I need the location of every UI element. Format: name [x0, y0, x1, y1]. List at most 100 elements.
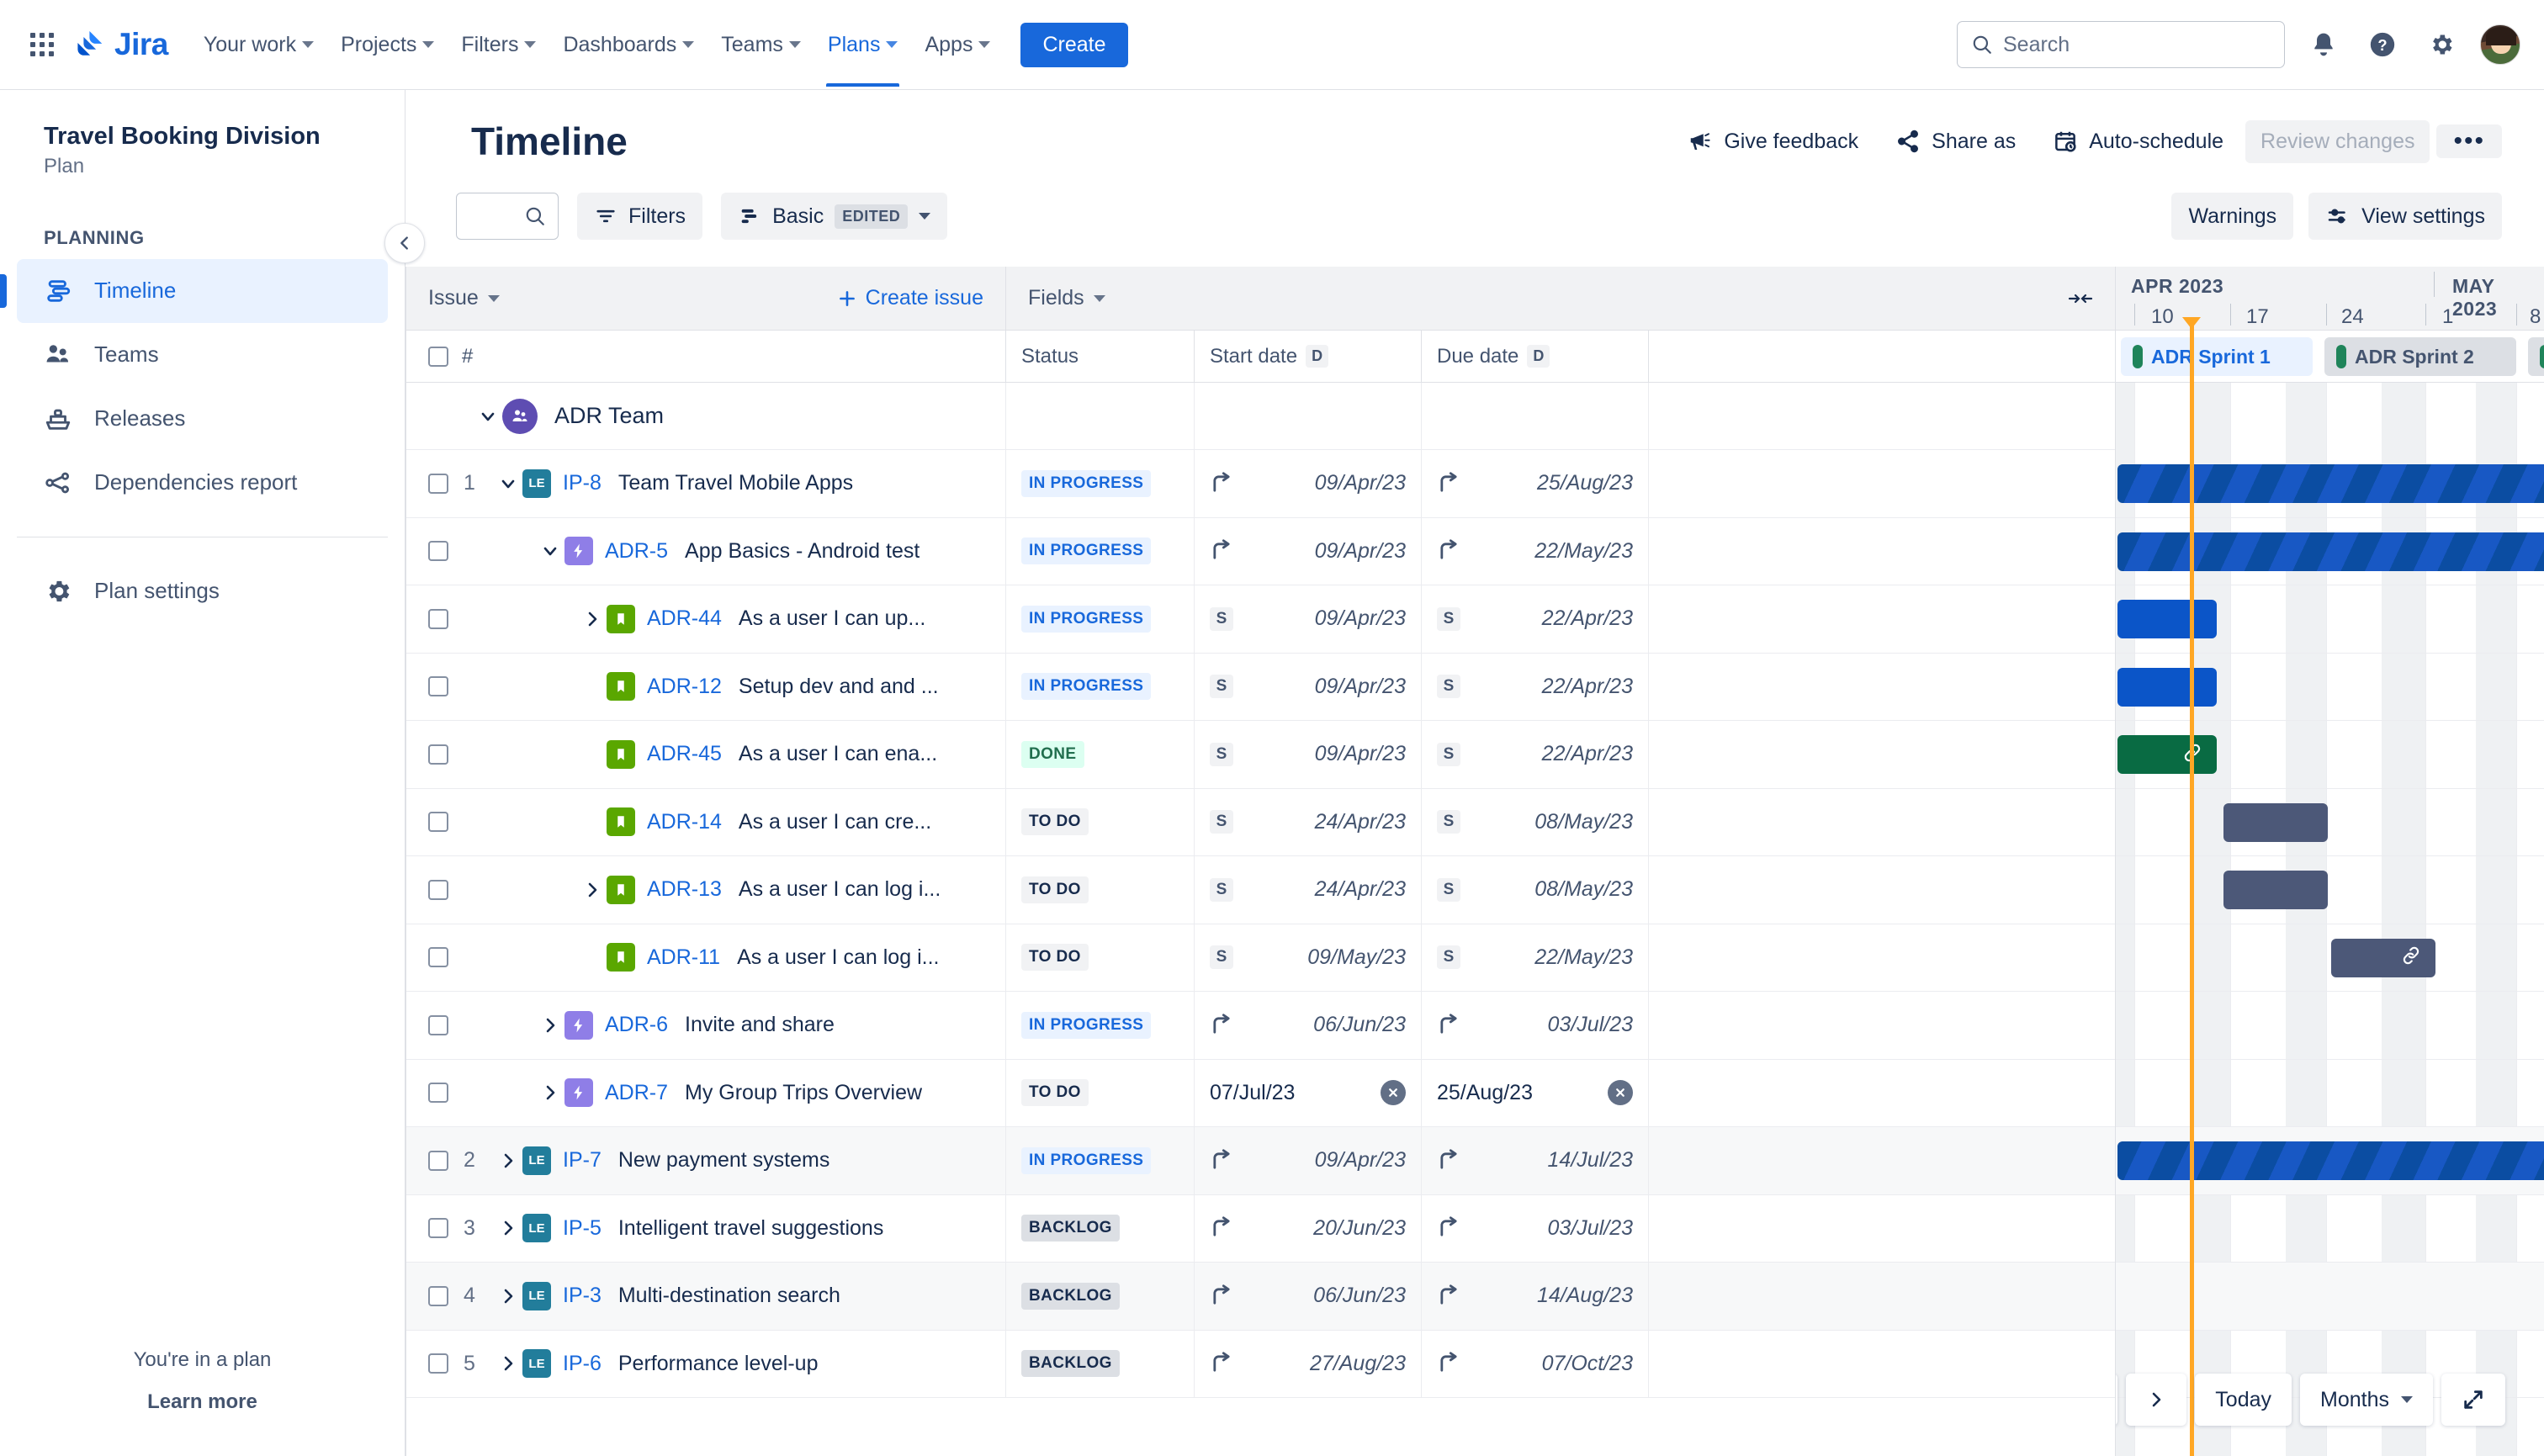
user-avatar[interactable]	[2480, 24, 2520, 65]
start-date-cell[interactable]: 09/Apr/23	[1195, 1127, 1422, 1194]
due-date-column-header[interactable]: Due date D	[1422, 331, 1649, 382]
due-date-cell[interactable]: S 22/Apr/23	[1422, 653, 1649, 720]
row-expand-toggle[interactable]	[536, 1015, 564, 1035]
start-date-cell[interactable]: S 24/Apr/23	[1195, 856, 1422, 924]
warnings-button[interactable]: Warnings	[2171, 193, 2294, 240]
status-badge[interactable]: IN PROGRESS	[1021, 605, 1152, 633]
status-badge[interactable]: BACKLOG	[1021, 1282, 1120, 1310]
due-date-cell[interactable]: 03/Jul/23	[1422, 992, 1649, 1059]
row-expand-toggle[interactable]	[494, 1286, 522, 1306]
row-expand-toggle[interactable]	[494, 1218, 522, 1238]
timeline-horizontal-scrollbar[interactable]	[2116, 1439, 2544, 1451]
sidebar-item-dependencies-report[interactable]: Dependencies report	[17, 451, 388, 515]
status-badge[interactable]: IN PROGRESS	[1021, 1011, 1152, 1039]
status-badge[interactable]: TO DO	[1021, 1079, 1089, 1107]
sidebar-item-releases[interactable]: Releases	[17, 387, 388, 451]
issue-key-link[interactable]: IP-8	[563, 471, 602, 495]
issue-key-link[interactable]: IP-7	[563, 1148, 602, 1173]
status-badge[interactable]: BACKLOG	[1021, 1215, 1120, 1242]
row-checkbox[interactable]	[428, 676, 448, 697]
row-expand-toggle[interactable]	[578, 880, 607, 900]
table-row[interactable]: 3 LE IP-5 Intelligent travel suggestions BAC…	[406, 1194, 2115, 1263]
timeline-today-button[interactable]: Today	[2195, 1374, 2292, 1426]
due-date-cell[interactable]: 22/May/23	[1422, 517, 1649, 585]
status-badge[interactable]: IN PROGRESS	[1021, 537, 1152, 565]
start-date-cell[interactable]: S 09/Apr/23	[1195, 585, 1422, 653]
view-settings-button[interactable]: View settings	[2308, 193, 2502, 240]
timeline-bar[interactable]: ➞	[2117, 464, 2544, 503]
row-expand-toggle[interactable]	[494, 1353, 522, 1374]
row-checkbox[interactable]	[428, 812, 448, 833]
sidebar-item-teams[interactable]: Teams	[17, 323, 388, 387]
row-checkbox[interactable]	[428, 608, 448, 629]
due-date-cell[interactable]: 03/Jul/23	[1422, 1194, 1649, 1262]
sprint-chip[interactable]: ADR Sprint 2	[2324, 337, 2516, 376]
table-row[interactable]: 2 LE IP-7 New payment systems IN PROGRESS 09/…	[406, 1127, 2115, 1195]
nav-item-your-work[interactable]: Your work	[192, 25, 326, 65]
due-date-cell[interactable]: S 08/May/23	[1422, 856, 1649, 924]
issue-key-link[interactable]: ADR-44	[647, 606, 722, 631]
table-row[interactable]: 1 LE IP-8 Team Travel Mobile Apps IN PROGRES…	[406, 450, 2115, 518]
help-button[interactable]: ?	[2362, 24, 2403, 65]
nav-item-filters[interactable]: Filters	[449, 25, 548, 65]
row-expand-toggle[interactable]	[578, 609, 607, 629]
auto-schedule-button[interactable]: Auto-schedule	[2038, 119, 2239, 163]
sprint-chip[interactable]: ADR Sprint 3	[2528, 337, 2544, 376]
create-issue-button[interactable]: Create issue	[836, 286, 983, 310]
due-date-cell[interactable]: S 22/Apr/23	[1422, 721, 1649, 788]
timeline-bar[interactable]: ➞	[2117, 1141, 2544, 1180]
jira-logo[interactable]: Jira	[74, 27, 168, 62]
start-date-cell[interactable]: 09/Apr/23	[1195, 450, 1422, 517]
status-column-header[interactable]: Status	[1006, 331, 1195, 382]
timeline-next-button[interactable]	[2126, 1374, 2187, 1426]
row-checkbox[interactable]	[428, 1285, 448, 1306]
global-search-input[interactable]: Search	[1957, 21, 2285, 68]
clear-date-button[interactable]	[1608, 1080, 1633, 1106]
start-date-cell[interactable]: S 09/Apr/23	[1195, 653, 1422, 720]
share-as-button[interactable]: Share as	[1880, 119, 2031, 163]
timeline-bar[interactable]	[2223, 871, 2328, 909]
sidebar-item-plan-settings[interactable]: Plan settings	[17, 559, 388, 623]
filters-button[interactable]: Filters	[577, 193, 703, 240]
row-checkbox[interactable]	[428, 1218, 448, 1239]
start-date-cell[interactable]: 09/Apr/23	[1195, 517, 1422, 585]
notifications-button[interactable]	[2303, 24, 2344, 65]
row-expand-toggle[interactable]	[494, 474, 522, 494]
settings-button[interactable]	[2421, 24, 2462, 65]
fields-column-menu[interactable]: Fields	[1028, 286, 1105, 310]
status-badge[interactable]: DONE	[1021, 740, 1084, 768]
row-expand-toggle[interactable]	[536, 541, 564, 561]
timeline-bar[interactable]	[2117, 600, 2217, 638]
issue-key-link[interactable]: IP-3	[563, 1284, 602, 1308]
issue-key-link[interactable]: ADR-6	[605, 1013, 669, 1037]
clear-date-button[interactable]	[1381, 1080, 1406, 1106]
timeline-bar[interactable]	[2117, 532, 2544, 571]
row-checkbox[interactable]	[428, 879, 448, 900]
due-date-cell[interactable]: 25/Aug/23	[1422, 1059, 1649, 1126]
due-date-cell[interactable]: 14/Aug/23	[1422, 1263, 1649, 1330]
due-date-cell[interactable]: 14/Jul/23	[1422, 1127, 1649, 1194]
timeline-bar[interactable]	[2223, 802, 2328, 842]
table-row[interactable]: 4 LE IP-3 Multi-destination search BACKLOG 06…	[406, 1263, 2115, 1331]
team-group-toggle[interactable]	[474, 406, 502, 426]
give-feedback-button[interactable]: Give feedback	[1672, 119, 1874, 163]
row-expand-toggle[interactable]	[494, 1151, 522, 1171]
sprint-chip[interactable]: ADR Sprint 1	[2121, 337, 2313, 376]
timeline-bar[interactable]	[2117, 667, 2217, 707]
nav-item-apps[interactable]: Apps	[913, 25, 1002, 65]
status-badge[interactable]: IN PROGRESS	[1021, 673, 1152, 701]
nav-item-projects[interactable]: Projects	[329, 25, 446, 65]
start-date-cell[interactable]: S 09/May/23	[1195, 924, 1422, 991]
status-badge[interactable]: TO DO	[1021, 944, 1089, 972]
select-all-checkbox[interactable]	[428, 346, 448, 367]
due-date-cell[interactable]: S 08/May/23	[1422, 788, 1649, 855]
status-badge[interactable]: TO DO	[1021, 808, 1089, 836]
row-checkbox[interactable]	[428, 473, 448, 494]
row-checkbox[interactable]	[428, 1353, 448, 1374]
issue-key-link[interactable]: IP-5	[563, 1215, 602, 1240]
start-date-cell[interactable]: 07/Jul/23	[1195, 1059, 1422, 1126]
